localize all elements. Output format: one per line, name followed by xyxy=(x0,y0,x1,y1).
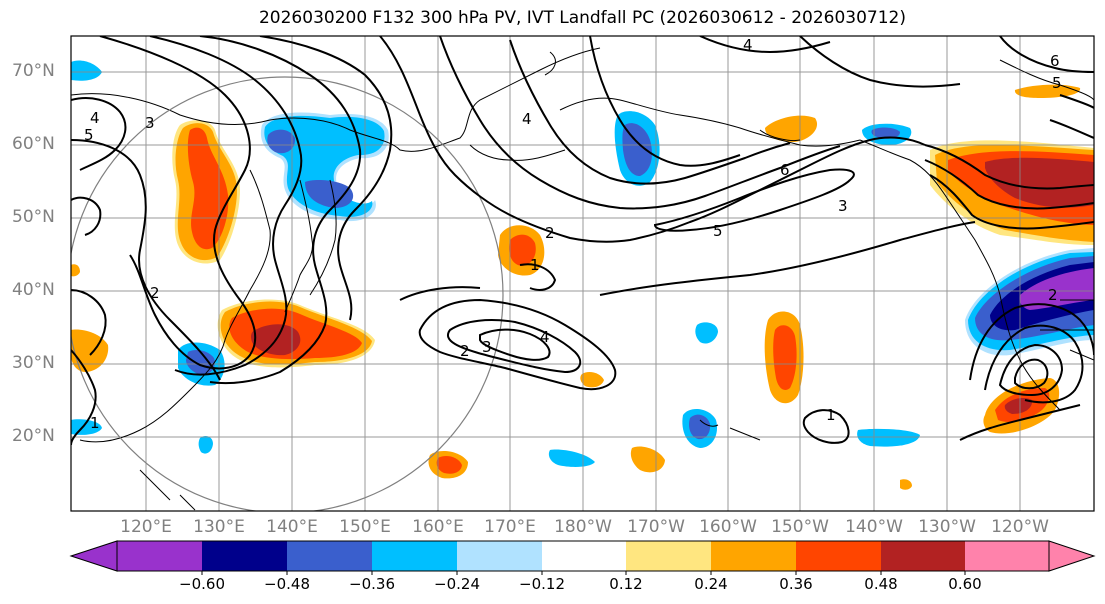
contour-label: 4 xyxy=(743,36,753,54)
shaded-anomalies xyxy=(71,60,1094,490)
shade-baja-darkred xyxy=(1004,397,1033,414)
shade-subtrop-royal xyxy=(688,414,711,440)
lon-label-120e: 120°E xyxy=(120,517,172,537)
radius-circle xyxy=(71,76,504,511)
colorbar-frame xyxy=(116,540,1050,572)
map-title: 2026030200 F132 300 hPa PV, IVT Landfall… xyxy=(258,8,906,28)
shade-alaska-orange xyxy=(765,115,818,142)
colorbar-tick-label: −0.60 xyxy=(179,575,225,593)
colorbar-tick-label: 0.48 xyxy=(864,575,898,593)
lat-label-40: 40°N xyxy=(12,280,55,300)
shade-red-sm2 xyxy=(436,456,462,474)
lon-label-140w: 140°W xyxy=(845,517,903,537)
lon-label-160e: 160°E xyxy=(412,517,464,537)
shade-blue-sm5 xyxy=(198,436,213,454)
shade-blue-sm1 xyxy=(857,428,920,447)
map-frame xyxy=(70,35,1095,512)
colorbar-tick-label: −0.36 xyxy=(349,575,395,593)
shade-midpac-red xyxy=(509,234,536,266)
contour-label: 6 xyxy=(1050,52,1060,70)
lon-label-180w: 180°W xyxy=(554,517,612,537)
colorbar-bin xyxy=(287,541,372,571)
coastlines xyxy=(71,47,1094,511)
contour-label: 5 xyxy=(1052,74,1062,92)
shade-orange-sm3 xyxy=(580,372,604,388)
contour-label: 3 xyxy=(838,197,848,215)
shade-bering-royal xyxy=(622,123,652,176)
lat-label-70: 70°N xyxy=(12,61,55,81)
contour-label: 2 xyxy=(545,224,555,242)
shade-orange-sm4 xyxy=(71,264,80,277)
contour-label: 4 xyxy=(90,109,100,127)
shade-ecs-royal xyxy=(186,350,215,375)
colorbar-tick-label: 0.36 xyxy=(779,575,813,593)
contour-label: 2 xyxy=(150,284,160,302)
lon-label-140e: 140°E xyxy=(266,517,318,537)
colorbar-bin xyxy=(881,541,965,571)
lon-label-130e: 130°E xyxy=(193,517,245,537)
colorbar-tick-label: 0.12 xyxy=(609,575,643,593)
shade-ne-orange xyxy=(1014,84,1081,98)
colorbar-bin xyxy=(202,541,287,571)
contour-label: 5 xyxy=(713,222,723,240)
shade-blue-sm3 xyxy=(695,322,718,344)
colorbar-bin xyxy=(542,541,626,571)
lat-label-60: 60°N xyxy=(12,134,55,154)
colorbar-tick-label: −0.24 xyxy=(434,575,480,593)
contour-label: 5 xyxy=(84,126,94,144)
contour-label: 1 xyxy=(826,406,836,424)
colorbar-bin xyxy=(117,541,202,571)
graticule xyxy=(71,36,1094,511)
colorbar-tick-label: −0.48 xyxy=(264,575,310,593)
contour-label-group: 4 6 5 4 3 5 4 2 6 5 3 2 1 2 3 4 1 1 2 xyxy=(84,36,1062,432)
colorbar-tick-label: 0.24 xyxy=(694,575,728,593)
contour-label: 1 xyxy=(530,256,540,274)
colorbar-tick-label: −0.12 xyxy=(519,575,565,593)
contour-label: 4 xyxy=(540,328,550,346)
colorbar-bin xyxy=(965,541,1049,571)
colorbar-bin xyxy=(626,541,711,571)
colorbar-bin xyxy=(796,541,881,571)
lon-label-150e: 150°E xyxy=(339,517,391,537)
contour-label: 2 xyxy=(460,342,470,360)
colorbar-bin xyxy=(711,541,796,571)
lat-label-30: 30°N xyxy=(12,353,55,373)
shade-nwamerica-darkred xyxy=(985,157,1094,208)
contour-label: 4 xyxy=(522,110,532,128)
contour-label: 3 xyxy=(482,338,492,356)
contour-label: 3 xyxy=(145,114,155,132)
shade-hawaii-red xyxy=(773,325,797,390)
map-area: 4 6 5 4 3 5 4 2 6 5 3 2 1 2 3 4 1 1 2 xyxy=(71,36,1094,511)
shade-orange-sm5 xyxy=(900,479,912,490)
colorbar-tick-label: 0.60 xyxy=(948,575,982,593)
shade-blue-sm6 xyxy=(71,60,102,81)
pv-contours xyxy=(71,36,1094,446)
shade-alaska-royal xyxy=(871,127,900,139)
lon-label-160w: 160°W xyxy=(699,517,757,537)
lon-label-170e: 170°E xyxy=(484,517,536,537)
colorbar-bin xyxy=(457,541,542,571)
lon-label-170w: 170°W xyxy=(627,517,685,537)
lon-label-150w: 150°W xyxy=(771,517,829,537)
lon-label-130w: 130°W xyxy=(918,517,976,537)
lat-label-50: 50°N xyxy=(12,207,55,227)
colorbar-extend-low xyxy=(69,540,118,572)
colorbar xyxy=(69,540,1096,575)
contour-label: 1 xyxy=(90,414,100,432)
contour-label: 6 xyxy=(780,161,790,179)
colorbar-bin xyxy=(372,541,457,571)
colorbar-extend-high xyxy=(1048,540,1096,572)
lon-label-120w: 120°W xyxy=(991,517,1049,537)
lat-label-20: 20°N xyxy=(12,426,55,446)
contour-label: 2 xyxy=(1048,286,1058,304)
